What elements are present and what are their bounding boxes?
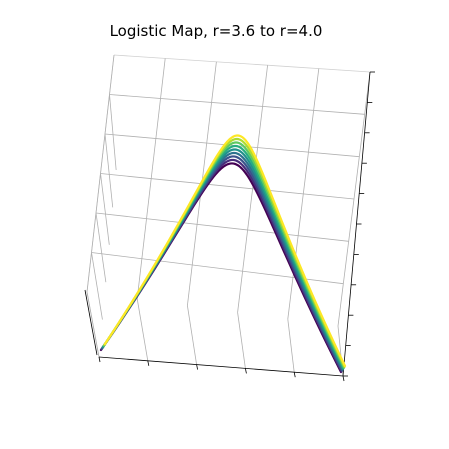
series-line-r-3-7 xyxy=(100,155,344,372)
grid-lines xyxy=(86,54,371,377)
grid-line-left-wall xyxy=(109,94,117,171)
grid-line-left-wall xyxy=(104,133,114,208)
grid-line-back-horizontal xyxy=(100,173,355,200)
series-curves xyxy=(99,134,347,374)
series-line-r-3-95 xyxy=(103,137,346,368)
grid-line-left-wall xyxy=(95,212,107,283)
x-axis-spine xyxy=(98,356,344,377)
grid-line-floor xyxy=(136,298,149,361)
x-tick xyxy=(98,356,101,363)
series-line-r-4 xyxy=(103,134,347,368)
grid-line-floor xyxy=(187,305,197,365)
x-tick xyxy=(245,368,247,374)
grid-line-floor xyxy=(237,312,246,369)
axes-pane xyxy=(86,54,371,358)
grid-line-back-horizontal xyxy=(95,212,349,242)
x-tick xyxy=(293,372,296,378)
x-tick xyxy=(196,364,198,370)
grid-line-left-wall xyxy=(100,173,110,245)
grid-line-back-horizontal xyxy=(109,94,365,115)
grid-line-back-horizontal xyxy=(104,133,360,158)
tick-marks xyxy=(98,71,375,382)
x-tick xyxy=(147,360,150,366)
y-axis-spine xyxy=(84,289,98,356)
series-line-r-3-65 xyxy=(100,158,343,373)
grid-line-left-wall xyxy=(91,252,103,320)
grid-line-floor xyxy=(287,319,295,373)
grid-line-back-vertical xyxy=(237,65,268,313)
grid-line-floor xyxy=(86,291,100,358)
series-line-r-3-8 xyxy=(101,148,345,371)
grid-line-back-vertical xyxy=(287,68,320,320)
grid-line-back-vertical xyxy=(136,58,166,299)
series-line-r-3-9 xyxy=(102,141,346,369)
chart-title: Logistic Map, r=3.6 to r=4.0 xyxy=(110,22,323,40)
series-line-r-3-85 xyxy=(102,144,345,370)
grid-line-back-vertical xyxy=(337,71,371,327)
pane-edge-top-back xyxy=(113,54,371,73)
series-line-r-3-6 xyxy=(99,162,343,374)
x-tick xyxy=(342,375,345,382)
